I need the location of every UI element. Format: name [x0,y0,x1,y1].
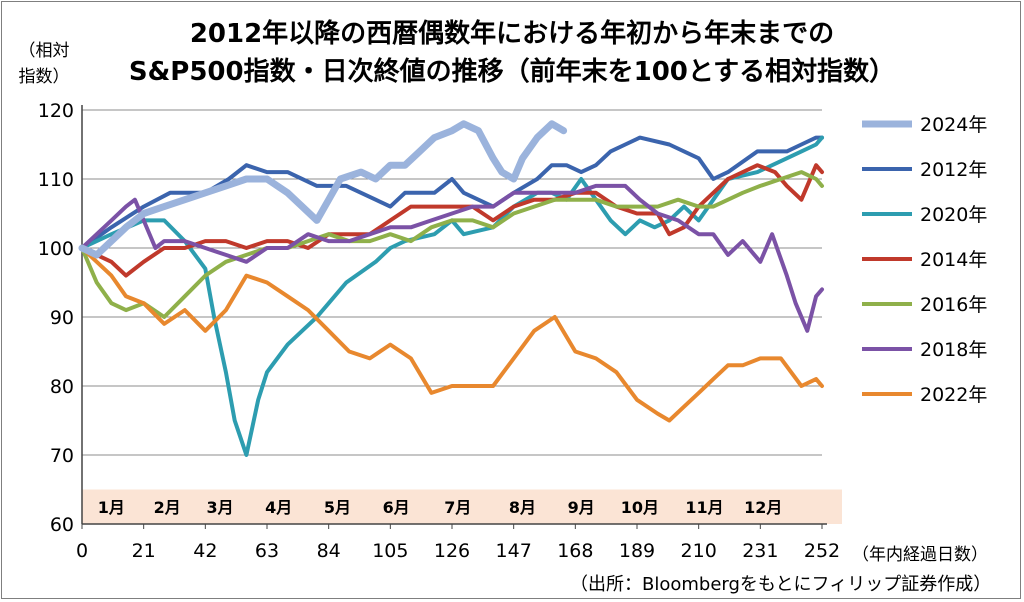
x-tick-label-3: 63 [255,540,279,562]
month-label-11: 11月 [685,498,723,517]
x-tick-label-2: 42 [193,540,217,562]
legend-label-2024: 2024年 [920,114,987,136]
x-tick-label-9: 189 [619,540,655,562]
y-axis-label-line-1: （相対 [18,41,70,61]
month-label-6: 6月 [383,498,410,517]
x-tick-label-7: 147 [496,540,532,562]
x-tick-label-8: 168 [557,540,593,562]
y-tick-label-6: 120 [38,100,74,122]
series-line-2018 [80,183,824,333]
x-axis-label: （年内経過日数） [852,545,988,565]
y-axis-label: （相対 指数） [14,38,74,90]
series-line-2016 [80,170,824,319]
series-line-2022 [80,246,824,423]
legend-label-2012: 2012年 [920,159,987,181]
series-line-2020 [80,135,824,457]
month-label-5: 5月 [324,498,351,517]
x-tick-label-12: 252 [804,540,840,562]
y-tick-label-1: 70 [50,445,74,467]
x-tick-label-5: 105 [372,540,408,562]
y-tick-label-3: 90 [50,307,74,329]
month-label-8: 8月 [509,498,536,517]
y-tick-label-5: 110 [38,169,74,191]
y-tick-label-4: 100 [38,238,74,260]
y-axis-label-line-2: 指数） [18,67,70,87]
x-tick-label-11: 231 [742,540,778,562]
x-tick-label-0: 0 [76,540,88,562]
series-line-2024 [78,120,568,259]
month-label-1: 1月 [98,498,125,517]
month-label-10: 10月 [621,498,659,517]
month-band [82,489,842,524]
chart-title-line-1: 2012年以降の西暦偶数年における年初から年末までの [189,19,835,49]
month-label-3: 3月 [206,498,233,517]
legend-label-2014: 2014年 [920,249,987,271]
x-tick-label-4: 84 [317,540,341,562]
month-label-4: 4月 [265,498,292,517]
x-tick-label-6: 126 [434,540,470,562]
legend-label-2022: 2022年 [920,384,987,406]
chart-title-line-2: S&P500指数・日次終値の推移（前年末を100とする相対指数） [128,57,896,87]
month-label-7: 7月 [444,498,471,517]
legend-label-2020: 2020年 [920,204,987,226]
y-tick-label-0: 60 [50,514,74,536]
source-note: （出所：Bloombergをもとにフィリップ証券作成） [570,574,992,595]
x-tick-label-10: 210 [681,540,717,562]
month-label-9: 9月 [568,498,595,517]
month-label-12: 12月 [744,498,782,517]
month-label-2: 2月 [154,498,181,517]
legend-label-2018: 2018年 [920,339,987,361]
y-tick-label-2: 80 [50,376,74,398]
x-tick-label-1: 21 [132,540,156,562]
legend-label-2016: 2016年 [920,294,987,316]
